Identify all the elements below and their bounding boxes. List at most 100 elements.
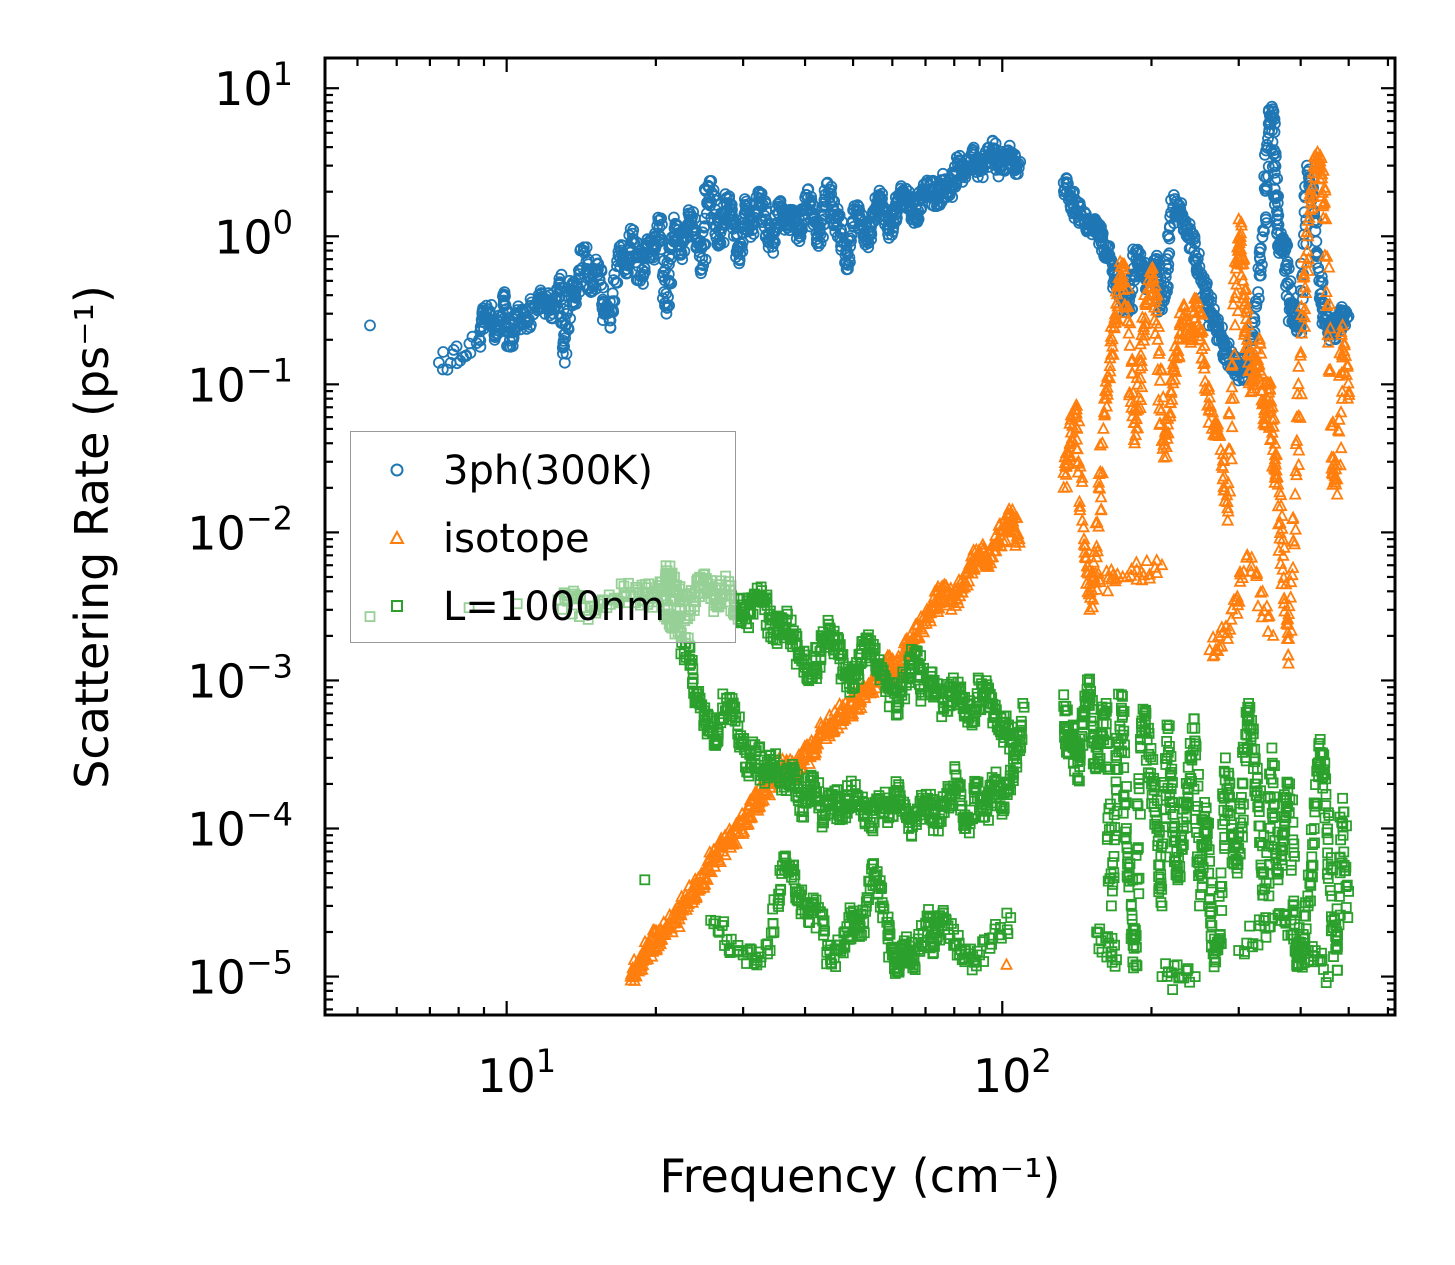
data-point [450,340,463,353]
data-point [1254,242,1266,255]
data-point [474,340,487,353]
data-point [1266,135,1279,148]
data-point [1295,314,1308,327]
data-point [956,175,969,188]
data-point [888,217,901,230]
data-point [698,238,710,251]
data-point [1262,160,1275,173]
data-point [1282,262,1295,275]
data-point [639,266,651,278]
data-point [1094,502,1108,515]
data-point [933,199,946,211]
data-point [862,241,875,254]
data-point [647,248,660,261]
data-point [699,253,712,266]
data-point [652,214,665,227]
data-point [639,874,651,886]
data-point [1199,280,1212,293]
data-point [451,357,463,370]
data-point [833,209,846,222]
data-point [1269,174,1281,186]
data-point [525,318,537,331]
data-point [1271,172,1283,185]
data-point [736,826,750,839]
data-point [1252,292,1265,305]
data-point [851,199,864,212]
data-point [604,321,617,334]
data-point [843,251,856,264]
data-point [726,209,738,222]
data-point [646,929,660,943]
data-point [831,202,844,215]
data-point [774,195,787,207]
data-point [1292,457,1306,471]
data-point [1271,205,1284,218]
data-point [636,263,649,276]
data-point [717,236,730,249]
data-point [1123,338,1137,351]
data-point [1140,553,1154,566]
data-point [814,237,827,250]
data-point [1286,297,1299,309]
data-point [883,231,895,244]
data-point [570,297,582,310]
data-point [695,241,708,254]
data-point [437,346,450,358]
data-point [464,347,477,359]
data-point [509,326,521,338]
data-point [1289,522,1303,535]
data-point [1276,562,1290,575]
data-point [946,191,959,204]
data-point [1193,247,1205,260]
data-point [654,213,666,226]
data-point [1223,442,1237,455]
data-point [814,228,827,241]
data-point [1151,332,1165,345]
data-point [1286,510,1300,523]
data-point [364,319,376,332]
data-point [1249,295,1262,308]
data-point [744,231,757,243]
data-point [663,258,675,271]
data-point [1000,957,1013,970]
data-point [580,241,593,254]
data-point [1340,306,1353,319]
data-point [1188,232,1201,245]
data-point [763,787,777,801]
data-point [1334,440,1348,454]
data-point [714,226,727,239]
data-point [1260,599,1274,612]
data-point [558,340,570,353]
data-point [656,218,668,231]
data-point [1266,160,1279,173]
data-point [506,340,519,353]
data-point [1221,513,1235,526]
data-point [498,286,511,299]
data-point [865,233,877,246]
data-point [687,206,699,218]
data-point [756,198,769,211]
data-point [610,276,622,289]
data-point [1292,443,1306,456]
data-point [1315,270,1328,283]
data-point [1228,317,1242,331]
data-point [1153,373,1167,386]
data-point [745,810,759,823]
data-point [1185,227,1198,240]
data-point [1095,224,1107,237]
data-point [842,258,855,271]
data-point [1012,161,1025,174]
data-point [890,776,902,787]
data-point [1253,269,1266,282]
data-point [1212,323,1225,336]
data-point [873,189,885,201]
data-point [841,246,854,259]
data-point [1315,293,1327,306]
data-point [500,303,513,316]
data-point [1006,146,1019,159]
data-point [1208,313,1221,326]
data-point [1159,286,1172,299]
data-point [1269,150,1282,163]
data-point [1132,246,1145,258]
